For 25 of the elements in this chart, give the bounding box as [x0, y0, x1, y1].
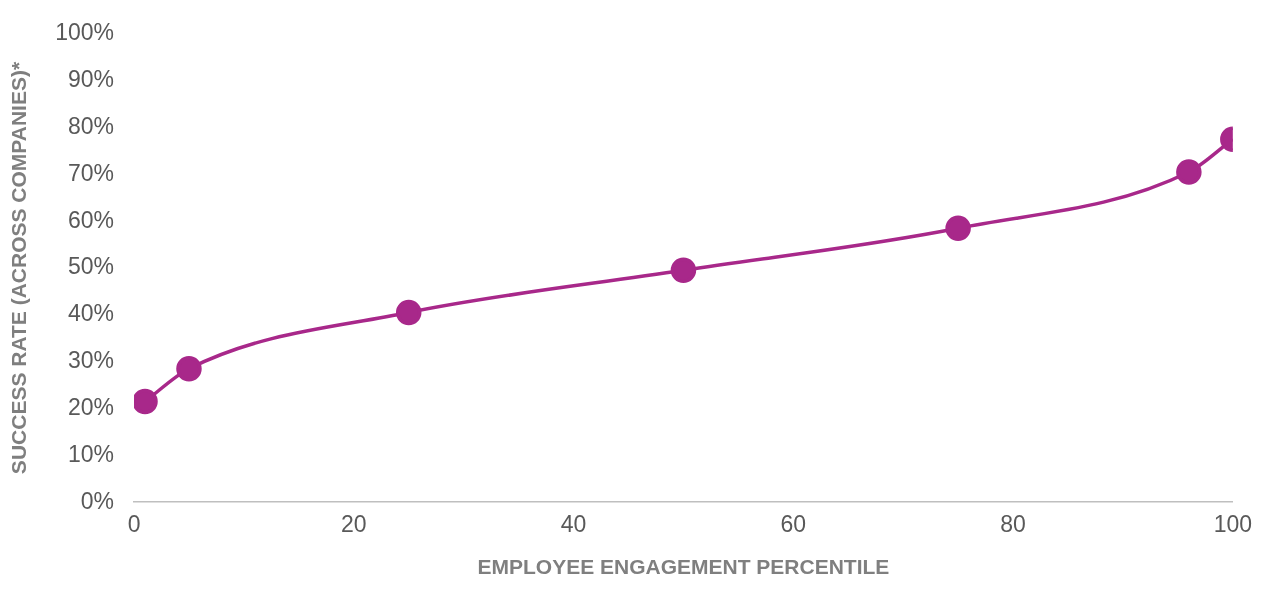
y-tick-label: 0% [80, 487, 115, 514]
y-tick-label: 80% [67, 112, 115, 139]
y-tick-label: 100% [55, 19, 115, 46]
y-tick-label: 30% [67, 347, 115, 374]
point [395, 299, 422, 326]
point [670, 257, 697, 284]
y-tick-label: 40% [67, 300, 115, 327]
x-tick-label: 40 [560, 511, 587, 538]
x-tick-label: 100 [1213, 511, 1252, 538]
x-tick-label: 80 [1000, 511, 1026, 538]
y-tick-label: 90% [67, 65, 115, 92]
point [176, 355, 202, 382]
point [945, 215, 971, 241]
x-tick-label: 0 [127, 511, 141, 538]
point [134, 388, 158, 415]
y-tick-label: 70% [67, 159, 115, 186]
x-tick-label: 60 [780, 511, 807, 538]
y-tick-label: 10% [67, 440, 115, 467]
y-tick-label: 50% [67, 253, 115, 280]
y-axis-title: SUCCESS RATE (ACROSS COMPANIES)* [7, 61, 31, 475]
x-axis-title: EMPLOYEE ENGAGEMENT PERCENTILE [477, 555, 890, 579]
x-tick-label: 20 [340, 511, 367, 538]
y-tick-label: 60% [67, 206, 115, 233]
y-tick-label: 20% [67, 393, 115, 420]
point [1176, 159, 1202, 185]
